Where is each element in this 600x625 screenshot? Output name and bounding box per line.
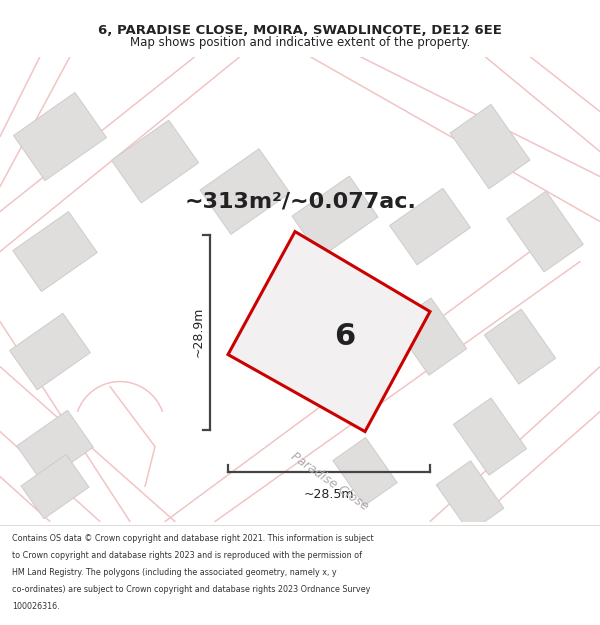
Text: Map shows position and indicative extent of the property.: Map shows position and indicative extent… <box>130 36 470 49</box>
Text: 100026316.: 100026316. <box>12 602 59 611</box>
Text: Contains OS data © Crown copyright and database right 2021. This information is : Contains OS data © Crown copyright and d… <box>12 534 374 543</box>
Polygon shape <box>484 309 556 384</box>
Polygon shape <box>14 92 106 181</box>
Text: co-ordinates) are subject to Crown copyright and database rights 2023 Ordnance S: co-ordinates) are subject to Crown copyr… <box>12 585 370 594</box>
Polygon shape <box>506 191 583 272</box>
Text: 6, PARADISE CLOSE, MOIRA, SWADLINCOTE, DE12 6EE: 6, PARADISE CLOSE, MOIRA, SWADLINCOTE, D… <box>98 24 502 36</box>
Text: 6: 6 <box>334 322 356 351</box>
Polygon shape <box>112 120 199 203</box>
Text: HM Land Registry. The polygons (including the associated geometry, namely x, y: HM Land Registry. The polygons (includin… <box>12 568 337 578</box>
Polygon shape <box>450 104 530 189</box>
Polygon shape <box>394 298 467 375</box>
Polygon shape <box>10 313 91 390</box>
Polygon shape <box>333 438 397 506</box>
Polygon shape <box>389 188 470 265</box>
Polygon shape <box>436 461 504 532</box>
Text: to Crown copyright and database rights 2023 and is reproduced with the permissio: to Crown copyright and database rights 2… <box>12 551 362 560</box>
Polygon shape <box>292 176 378 257</box>
Text: Paradise Close: Paradise Close <box>289 450 371 513</box>
Polygon shape <box>13 212 97 291</box>
Polygon shape <box>200 149 290 234</box>
Polygon shape <box>17 411 93 482</box>
Text: ~28.5m: ~28.5m <box>304 488 354 501</box>
Polygon shape <box>454 398 527 475</box>
Text: ~28.9m: ~28.9m <box>192 307 205 358</box>
Text: ~313m²/~0.077ac.: ~313m²/~0.077ac. <box>185 191 417 211</box>
Polygon shape <box>21 454 89 519</box>
Polygon shape <box>228 231 430 431</box>
